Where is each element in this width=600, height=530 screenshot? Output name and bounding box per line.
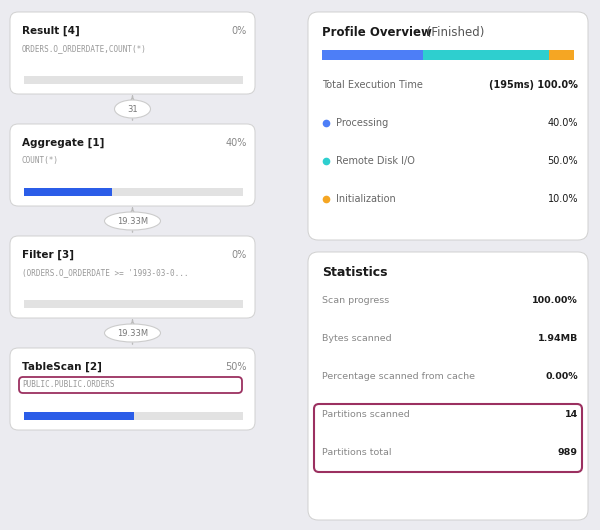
Text: 10.0%: 10.0% — [548, 194, 578, 204]
Text: 40%: 40% — [226, 138, 247, 148]
Text: 50.0%: 50.0% — [547, 156, 578, 166]
Text: Percentage scanned from cache: Percentage scanned from cache — [322, 372, 475, 381]
Text: Partitions total: Partitions total — [322, 448, 392, 457]
FancyBboxPatch shape — [10, 348, 255, 430]
Text: Scan progress: Scan progress — [322, 296, 389, 305]
Ellipse shape — [104, 324, 161, 342]
Text: (ORDERS.O_ORDERDATE >= '1993-03-0...: (ORDERS.O_ORDERDATE >= '1993-03-0... — [22, 268, 188, 277]
Text: (195ms) 100.0%: (195ms) 100.0% — [489, 80, 578, 90]
Text: 0%: 0% — [232, 250, 247, 260]
FancyBboxPatch shape — [10, 124, 255, 206]
Text: Filter [3]: Filter [3] — [22, 250, 74, 260]
Bar — [423, 50, 549, 60]
Text: Partitions scanned: Partitions scanned — [322, 410, 410, 419]
Text: Aggregate [1]: Aggregate [1] — [22, 138, 104, 148]
Ellipse shape — [115, 100, 151, 118]
Text: TableScan [2]: TableScan [2] — [22, 362, 102, 372]
Text: 50%: 50% — [226, 362, 247, 372]
Text: Remote Disk I/O: Remote Disk I/O — [336, 156, 415, 166]
Text: Result [4]: Result [4] — [22, 26, 80, 36]
Text: 19.33M: 19.33M — [117, 216, 148, 225]
Bar — [24, 412, 243, 420]
Text: 19.33M: 19.33M — [117, 329, 148, 338]
Text: COUNT(*): COUNT(*) — [22, 156, 59, 165]
Text: 1.94MB: 1.94MB — [538, 334, 578, 343]
Bar — [24, 76, 243, 84]
Text: 31: 31 — [127, 104, 138, 113]
Bar — [24, 412, 133, 420]
Text: 14: 14 — [565, 410, 578, 419]
Bar — [322, 50, 423, 60]
Ellipse shape — [104, 212, 161, 230]
Text: 0.00%: 0.00% — [545, 372, 578, 381]
Text: PUBLIC.PUBLIC.ORDERS: PUBLIC.PUBLIC.ORDERS — [22, 380, 115, 389]
FancyBboxPatch shape — [10, 236, 255, 318]
FancyBboxPatch shape — [308, 12, 588, 240]
Text: Initialization: Initialization — [336, 194, 396, 204]
Text: Total Execution Time: Total Execution Time — [322, 80, 423, 90]
Bar — [549, 50, 574, 60]
Text: (Finished): (Finished) — [423, 26, 484, 39]
Text: 0%: 0% — [232, 26, 247, 36]
Text: Profile Overview: Profile Overview — [322, 26, 432, 39]
Bar — [24, 300, 243, 308]
Text: 40.0%: 40.0% — [548, 118, 578, 128]
FancyBboxPatch shape — [10, 12, 255, 94]
Text: Statistics: Statistics — [322, 266, 388, 279]
Bar — [24, 188, 243, 196]
Bar — [24, 188, 112, 196]
Text: Processing: Processing — [336, 118, 388, 128]
Text: Bytes scanned: Bytes scanned — [322, 334, 392, 343]
FancyBboxPatch shape — [308, 252, 588, 520]
Text: ORDERS.O_ORDERDATE,COUNT(*): ORDERS.O_ORDERDATE,COUNT(*) — [22, 44, 147, 53]
Text: 989: 989 — [558, 448, 578, 457]
Text: 100.00%: 100.00% — [532, 296, 578, 305]
